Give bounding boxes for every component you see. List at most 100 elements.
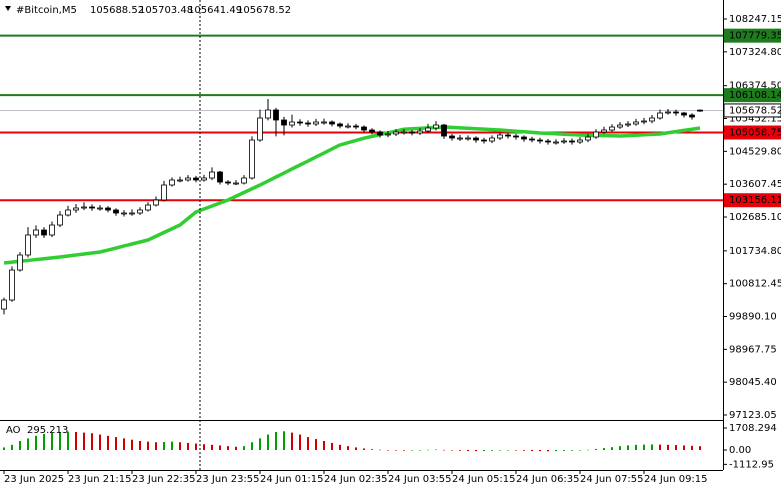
- ao-bar: [27, 438, 29, 450]
- ao-bar: [395, 449, 397, 451]
- candle-body: [225, 181, 231, 184]
- y-tick-label: 97123.05: [729, 410, 777, 421]
- candle-body: [625, 123, 631, 126]
- ao-bar: [587, 449, 589, 451]
- candle-body: [433, 124, 439, 129]
- ao-bar: [123, 438, 125, 450]
- ao-bar: [595, 448, 597, 450]
- ao-bar: [523, 449, 525, 451]
- y-tick-label: -1112.95: [729, 459, 774, 470]
- ao-bar: [467, 449, 469, 452]
- ao-bar: [355, 447, 357, 450]
- candle-body: [569, 140, 575, 143]
- ao-bar: [275, 431, 277, 450]
- ao-bar: [483, 449, 485, 452]
- ao-bar: [99, 434, 101, 450]
- candle-body: [561, 140, 567, 143]
- candle-body: [153, 199, 159, 206]
- ao-bar: [667, 444, 669, 450]
- ao-bar: [75, 431, 77, 450]
- candle-body: [361, 126, 367, 131]
- ao-bar: [139, 440, 141, 450]
- header-low: 105641.49: [188, 5, 242, 16]
- ao-bar: [243, 446, 245, 450]
- ao-bar: [51, 432, 53, 450]
- candle-body: [33, 229, 39, 236]
- candle-body: [617, 124, 623, 128]
- ao-value: 295.213: [27, 425, 68, 436]
- candle-body: [401, 131, 407, 134]
- candle-body: [513, 135, 519, 138]
- x-tick-label: 24 Jun 06:35: [516, 474, 580, 485]
- candle-body: [57, 214, 63, 226]
- candle-body: [9, 269, 15, 301]
- ao-bar: [315, 439, 317, 450]
- candle-body: [537, 139, 543, 142]
- ao-bar: [35, 435, 37, 450]
- ao-bar: [579, 449, 581, 451]
- y-tick-label: 98045.40: [729, 377, 777, 388]
- ao-bar: [475, 449, 477, 452]
- price-label: 106108.14: [729, 90, 781, 101]
- y-tick-label: 105452.15: [729, 114, 781, 125]
- symbol-icon: [5, 6, 11, 11]
- candle-body: [681, 112, 687, 116]
- ao-bar: [451, 449, 453, 451]
- ao-bar: [539, 449, 541, 452]
- candle-body: [409, 131, 415, 134]
- ao-bar: [211, 444, 213, 450]
- candle-body: [49, 224, 55, 236]
- candle-body: [161, 184, 167, 201]
- candle-body: [385, 133, 391, 136]
- candle-body: [217, 171, 223, 183]
- candle-body: [393, 131, 399, 135]
- y-tick-label: 106374.50: [729, 81, 781, 92]
- x-tick-label: 24 Jun 05:15: [452, 474, 516, 485]
- y-tick-label: 103607.45: [729, 179, 781, 190]
- y-tick-label: 0.00: [729, 445, 751, 456]
- candle-body: [129, 212, 135, 215]
- ao-bar: [555, 449, 557, 452]
- candle-body: [249, 139, 255, 179]
- candle-body: [553, 141, 559, 144]
- candle-body: [689, 114, 695, 118]
- x-tick-label: 23 Jun 21:15: [68, 474, 132, 485]
- ao-bar: [435, 449, 437, 450]
- candle-body: [73, 207, 79, 211]
- ao-bar: [627, 445, 629, 450]
- ao-bar: [307, 437, 309, 450]
- candle-body: [97, 207, 103, 210]
- ao-bar: [635, 444, 637, 450]
- candle-body: [657, 112, 663, 119]
- ao-bar: [67, 431, 69, 450]
- moving-average: [3, 125, 701, 265]
- ao-bar: [691, 445, 693, 450]
- ao-bar: [3, 447, 5, 450]
- ao-bar: [659, 444, 661, 450]
- ao-bar: [59, 431, 61, 450]
- candle-body: [193, 177, 199, 181]
- candle-body: [497, 134, 503, 139]
- x-tick-label: 24 Jun 07:55: [580, 474, 644, 485]
- candle-body: [289, 121, 295, 126]
- y-tick-label: 98967.75: [729, 344, 777, 355]
- ao-bar: [531, 449, 533, 452]
- ao-bar: [411, 449, 413, 451]
- ao-bar: [443, 449, 445, 451]
- ao-bar: [163, 442, 165, 450]
- candle-body: [137, 209, 143, 214]
- ao-bar: [699, 446, 701, 450]
- ao-bar: [11, 444, 13, 450]
- candle-body: [257, 117, 263, 141]
- y-tick-label: 104529.80: [729, 146, 781, 157]
- y-tick-label: 107324.80: [729, 47, 781, 58]
- candle-body: [529, 138, 535, 141]
- candle-body: [489, 137, 495, 142]
- candle-body: [169, 179, 175, 186]
- ao-bar: [563, 449, 565, 451]
- candle-body: [241, 177, 247, 184]
- ao-bar: [251, 442, 253, 450]
- ao-bar: [291, 432, 293, 450]
- ao-bar: [187, 442, 189, 450]
